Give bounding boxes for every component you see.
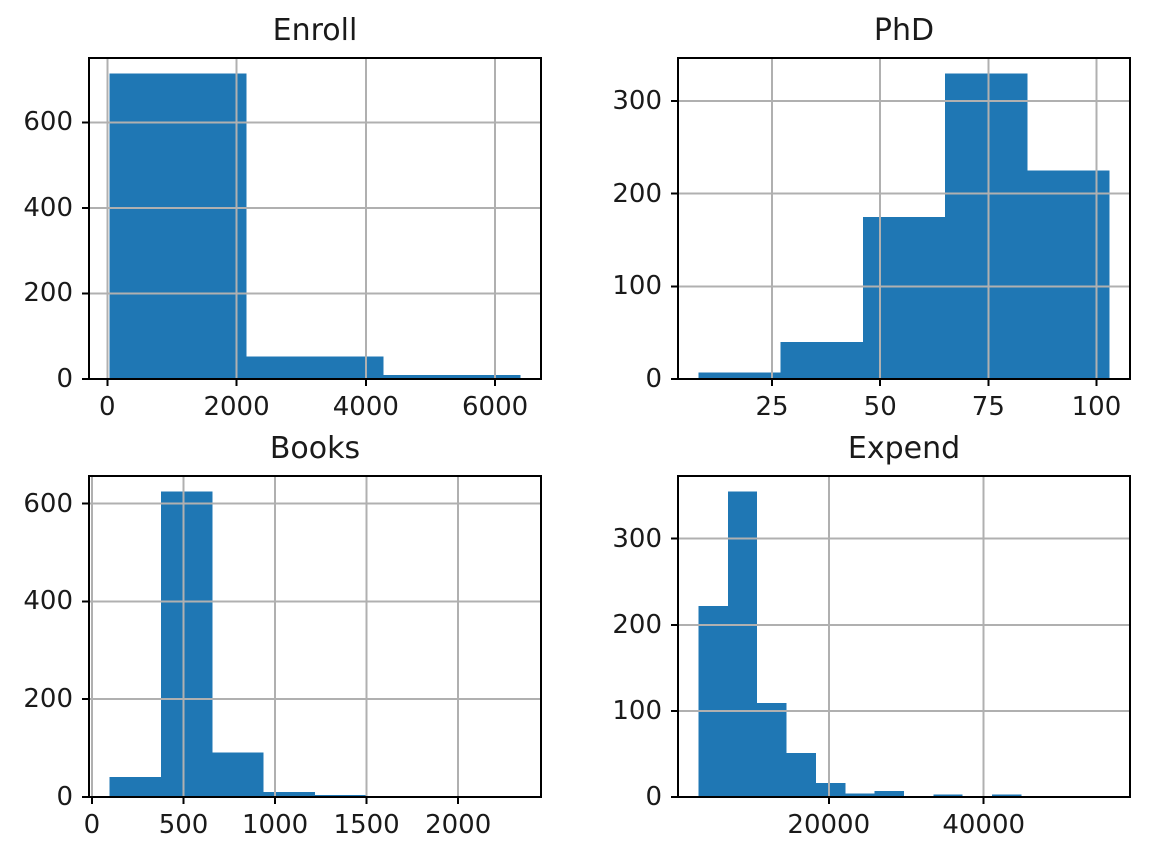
- subplot-enroll: [82, 57, 542, 386]
- y-tick-label: 600: [23, 488, 73, 519]
- x-tick-label: 1000: [241, 810, 309, 840]
- hist-bar: [160, 491, 213, 797]
- hist-bar: [992, 794, 1022, 797]
- subplot-expend: [671, 475, 1131, 804]
- x-tick-label: 2000: [425, 810, 492, 840]
- y-tick-label: 200: [612, 609, 662, 640]
- phd-title: PhD: [873, 13, 935, 48]
- hist-bar: [757, 703, 787, 797]
- y-tick-label: 100: [612, 695, 662, 726]
- x-tick-label: 20000: [787, 810, 871, 840]
- y-tick-label: 0: [645, 782, 662, 812]
- x-tick-label: 0: [83, 810, 101, 840]
- y-tick-label: 300: [612, 523, 662, 554]
- hist-bar: [109, 73, 247, 380]
- hist-bar: [109, 776, 161, 797]
- hist-bar: [786, 753, 816, 797]
- hist-bar: [945, 73, 1028, 380]
- enroll-title: Enroll: [272, 13, 358, 48]
- hist-bar: [698, 605, 728, 797]
- x-tick-label: 75: [971, 392, 1005, 422]
- subplot-books: [82, 475, 542, 804]
- hist-bar: [815, 783, 846, 797]
- y-tick-label: 300: [612, 86, 662, 117]
- y-tick-label: 200: [23, 278, 73, 309]
- hist-bar: [698, 372, 781, 379]
- axes-box: [88, 57, 542, 380]
- axes-box: [88, 475, 542, 798]
- x-tick-label: 500: [158, 810, 209, 840]
- axes-box: [677, 57, 1131, 380]
- hist-bar: [874, 790, 904, 797]
- y-tick-label: 0: [56, 782, 73, 812]
- hist-bar: [780, 341, 863, 379]
- x-tick-label: 2000: [203, 392, 270, 422]
- y-tick-label: 200: [612, 178, 662, 209]
- y-tick-label: 0: [645, 364, 662, 394]
- axes-box: [677, 475, 1131, 798]
- hist-bar: [933, 794, 963, 797]
- y-tick-label: 200: [23, 684, 73, 715]
- hist-bar: [727, 491, 758, 797]
- y-tick-label: 600: [23, 107, 73, 138]
- x-tick-label: 25: [755, 392, 789, 422]
- hist-bar: [212, 752, 264, 797]
- x-tick-label: 0: [99, 392, 116, 422]
- hist-bar: [246, 356, 384, 379]
- x-tick-label: 6000: [462, 392, 529, 422]
- hist-bar: [263, 792, 315, 797]
- books-title: Books: [269, 431, 361, 466]
- x-tick-label: 4000: [332, 392, 399, 422]
- y-tick-label: 400: [23, 192, 73, 223]
- hist-bar: [862, 216, 946, 379]
- y-tick-label: 400: [23, 586, 73, 617]
- expend-title: Expend: [847, 431, 961, 466]
- hist-bar: [383, 375, 521, 379]
- x-tick-label: 100: [1071, 392, 1122, 422]
- x-tick-label: 1500: [333, 810, 400, 840]
- y-tick-label: 0: [56, 364, 73, 394]
- y-tick-label: 100: [612, 271, 662, 302]
- hist-bar: [845, 793, 875, 797]
- x-tick-label: 40000: [942, 810, 1026, 840]
- subplot-phd: [671, 57, 1131, 386]
- x-tick-label: 50: [863, 392, 897, 422]
